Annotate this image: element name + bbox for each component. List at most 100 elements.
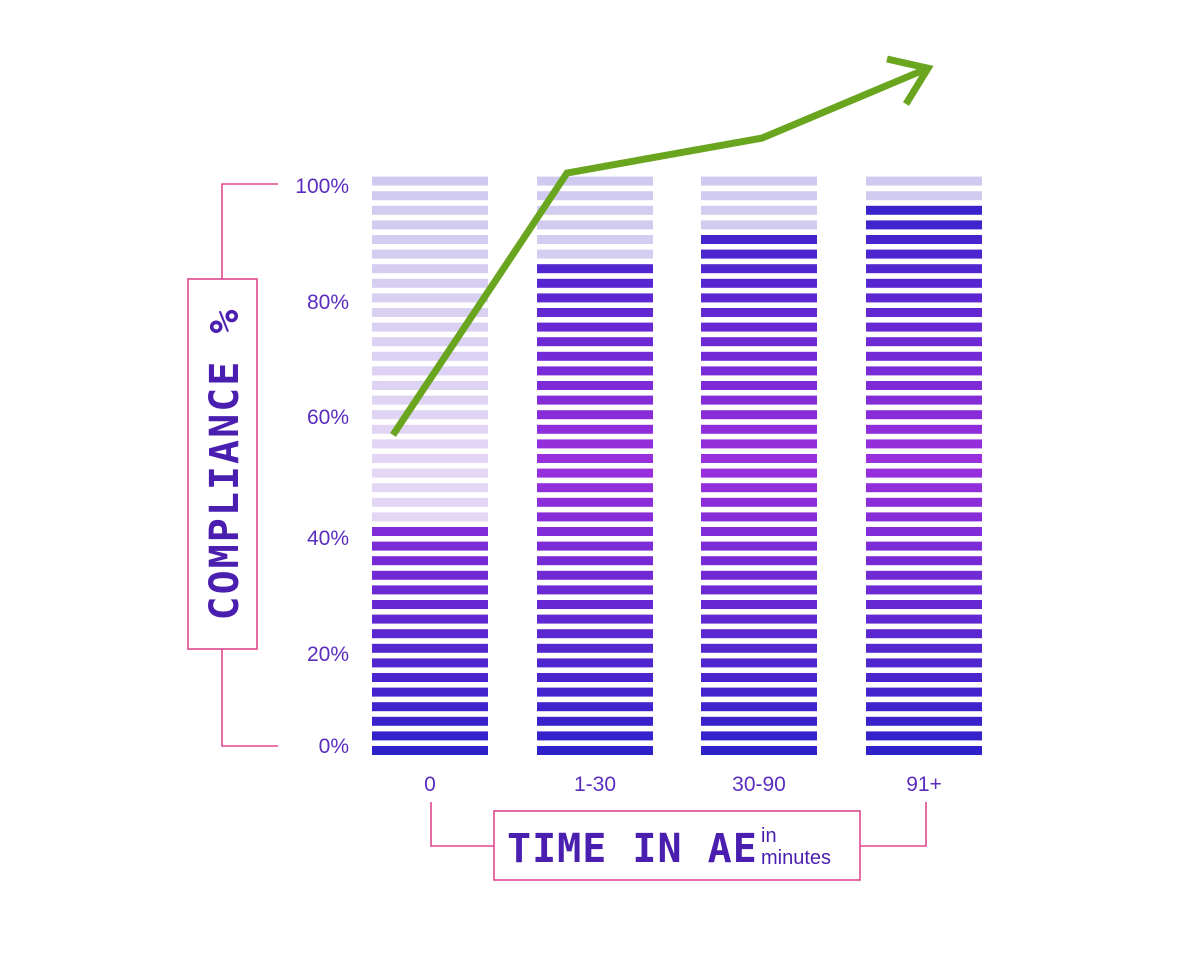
bar-stripe-filled: [866, 220, 982, 230]
bar-stripe-empty: [537, 191, 653, 201]
bar-stripe-filled: [701, 278, 817, 288]
bar-stripe-filled: [701, 570, 817, 580]
bar-stripe-empty: [372, 468, 488, 478]
bar-stripe-filled: [537, 585, 653, 595]
bar: [866, 176, 982, 755]
trend-arrowhead: [886, 55, 934, 106]
bar-stripe-filled: [372, 527, 488, 536]
bar-stripe-empty: [372, 366, 488, 376]
bar-stripe-filled: [866, 497, 982, 507]
bar-stripe-filled: [537, 322, 653, 332]
bar-stripe-filled: [537, 293, 653, 303]
bar-stripe-filled: [701, 585, 817, 595]
bar-stripe-filled: [537, 687, 653, 697]
x-category-label: 91+: [906, 773, 942, 796]
bar-stripe-filled: [537, 366, 653, 376]
bar-stripe-filled: [701, 337, 817, 347]
bar-stripe-filled: [537, 308, 653, 317]
bar-stripe-filled: [537, 395, 653, 405]
bar-stripe-filled: [866, 687, 982, 697]
bar-stripe-filled: [701, 468, 817, 478]
bar-stripe-filled: [866, 643, 982, 653]
bar-stripe-empty: [537, 220, 653, 230]
bar-stripe-filled: [701, 366, 817, 376]
bar-stripe-filled: [866, 381, 982, 390]
bar-stripe-empty: [537, 249, 653, 259]
bar-stripe-filled: [537, 541, 653, 551]
bar-stripe-empty: [372, 410, 488, 420]
bar: [537, 176, 653, 755]
bar-stripe-filled: [866, 468, 982, 478]
bar-stripe-filled: [372, 585, 488, 595]
bar-stripe-filled: [866, 746, 982, 755]
bar-stripe-filled: [701, 264, 817, 274]
bar-stripe-empty: [372, 249, 488, 259]
bar-stripe-filled: [701, 293, 817, 303]
bar-stripe-filled: [866, 410, 982, 420]
bar-stripe-filled: [537, 439, 653, 449]
bar-stripe-filled: [372, 746, 488, 755]
bar-stripe-filled: [372, 629, 488, 639]
y-tick-label: 20%: [307, 643, 349, 666]
y-axis-bracket: [187, 183, 278, 747]
bar-stripe-filled: [537, 527, 653, 536]
bar-stripe-filled: [866, 293, 982, 303]
bars: [372, 176, 982, 755]
bar-stripe-filled: [537, 512, 653, 522]
bar-stripe-filled: [701, 731, 817, 741]
bar-stripe-empty: [372, 483, 488, 493]
bar-stripe-filled: [537, 629, 653, 639]
x-axis-title: TIME IN AE: [507, 826, 758, 872]
bar-stripe-filled: [537, 658, 653, 668]
bar-stripe-filled: [372, 600, 488, 609]
x-axis-unit-minutes: minutes: [761, 847, 831, 869]
bar-stripe-filled: [537, 702, 653, 712]
bar-stripe-empty: [537, 176, 653, 186]
bar-stripe-filled: [866, 351, 982, 361]
bar-stripe-filled: [866, 454, 982, 463]
bar-stripe-filled: [701, 308, 817, 317]
bar-stripe-filled: [866, 322, 982, 332]
bar-stripe-filled: [866, 249, 982, 259]
bar-stripe-filled: [866, 556, 982, 566]
bar-stripe-filled: [701, 410, 817, 420]
bar-stripe-filled: [701, 235, 817, 244]
bar-stripe-empty: [701, 191, 817, 201]
bar-stripe-filled: [701, 600, 817, 609]
bar-stripe-filled: [701, 249, 817, 259]
bar-stripe-filled: [537, 614, 653, 624]
bar-stripe-filled: [537, 746, 653, 755]
bar-stripe-empty: [372, 220, 488, 230]
bar-stripe-empty: [372, 454, 488, 463]
x-category-label: 1-30: [574, 773, 616, 796]
bar: [701, 176, 817, 755]
bar-stripe-filled: [537, 673, 653, 682]
y-axis-title: COMPLIANCE %: [202, 308, 248, 621]
bar-stripe-filled: [866, 235, 982, 244]
bar-stripe-filled: [866, 629, 982, 639]
x-axis-bracket: [430, 802, 927, 881]
bar-stripe-filled: [537, 570, 653, 580]
bar-stripe-filled: [866, 308, 982, 317]
bar-stripe-filled: [701, 454, 817, 463]
bar-stripe-filled: [866, 585, 982, 595]
bar-stripe-empty: [372, 191, 488, 201]
bar-stripe-filled: [866, 658, 982, 668]
bar-stripe-filled: [537, 468, 653, 478]
bar-stripe-filled: [537, 351, 653, 361]
trend-line: [390, 64, 930, 437]
y-tick-label: 0%: [319, 735, 349, 758]
bar-stripe-empty: [372, 176, 488, 186]
bar-stripe-filled: [537, 278, 653, 288]
y-tick-label: 40%: [307, 527, 349, 550]
bar-stripe-filled: [372, 643, 488, 653]
bar-stripe-filled: [701, 702, 817, 712]
bar-stripe-empty: [701, 176, 817, 186]
bar-stripe-filled: [701, 716, 817, 726]
x-category-labels: 0 1-30 30-90 91+: [424, 773, 942, 796]
bar-stripe-filled: [701, 673, 817, 682]
bar-stripe-filled: [866, 673, 982, 682]
bar-stripe-filled: [866, 731, 982, 741]
x-category-label: 0: [424, 773, 436, 796]
bar-stripe-filled: [701, 322, 817, 332]
